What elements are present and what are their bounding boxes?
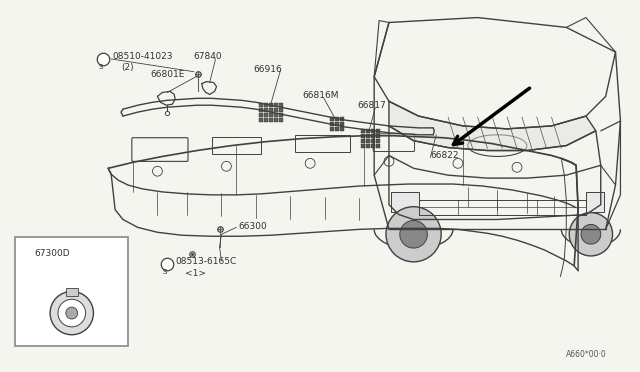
Bar: [278, 103, 283, 107]
Text: 67300D: 67300D: [35, 249, 70, 258]
Circle shape: [569, 212, 612, 256]
Bar: [330, 122, 334, 126]
Bar: [278, 113, 283, 117]
Bar: [259, 108, 263, 112]
Bar: [376, 129, 380, 133]
Circle shape: [50, 291, 93, 335]
Bar: [264, 108, 268, 112]
Text: (2): (2): [121, 63, 134, 72]
Text: S: S: [162, 269, 166, 275]
Bar: [371, 139, 375, 142]
Text: A660*00·0: A660*00·0: [566, 350, 607, 359]
Bar: [269, 103, 273, 107]
Bar: [371, 134, 375, 138]
Bar: [340, 127, 344, 131]
Bar: [274, 108, 278, 112]
Bar: [362, 144, 365, 148]
Bar: [376, 134, 380, 138]
Text: 66300: 66300: [238, 222, 267, 231]
Bar: [278, 108, 283, 112]
Bar: [330, 127, 334, 131]
Circle shape: [386, 207, 441, 262]
Circle shape: [581, 224, 601, 244]
Bar: [278, 118, 283, 122]
Bar: [366, 129, 370, 133]
Bar: [362, 139, 365, 142]
Bar: [366, 139, 370, 142]
Circle shape: [66, 307, 77, 319]
Bar: [269, 108, 273, 112]
Bar: [371, 129, 375, 133]
Bar: [15, 237, 128, 346]
Bar: [264, 118, 268, 122]
Bar: [376, 139, 380, 142]
Bar: [66, 288, 77, 296]
Bar: [274, 113, 278, 117]
Polygon shape: [389, 101, 596, 151]
Bar: [366, 134, 370, 138]
Text: 66816M: 66816M: [302, 92, 339, 100]
Text: 66801E: 66801E: [150, 70, 185, 79]
Bar: [391, 192, 419, 212]
Text: 66822: 66822: [430, 151, 459, 160]
Bar: [259, 118, 263, 122]
Bar: [335, 117, 339, 121]
Bar: [274, 118, 278, 122]
Bar: [335, 127, 339, 131]
Bar: [586, 192, 604, 212]
Bar: [362, 129, 365, 133]
Bar: [366, 144, 370, 148]
Bar: [269, 113, 273, 117]
Bar: [259, 103, 263, 107]
Bar: [296, 135, 349, 151]
Bar: [269, 118, 273, 122]
Bar: [362, 134, 365, 138]
Text: 08510-41023: 08510-41023: [112, 52, 173, 61]
Text: 67840: 67840: [193, 52, 221, 61]
Circle shape: [58, 299, 86, 327]
Text: 08513-6165C: 08513-6165C: [175, 257, 236, 266]
Text: <1>: <1>: [185, 269, 206, 278]
Bar: [274, 103, 278, 107]
Text: 66817: 66817: [357, 101, 386, 110]
Text: 66916: 66916: [253, 65, 282, 74]
Bar: [340, 122, 344, 126]
Circle shape: [400, 221, 428, 248]
Bar: [376, 144, 380, 148]
Bar: [264, 113, 268, 117]
Text: S: S: [98, 64, 102, 70]
Bar: [259, 113, 263, 117]
Bar: [335, 122, 339, 126]
Bar: [264, 103, 268, 107]
Bar: [340, 117, 344, 121]
Bar: [212, 137, 261, 154]
Bar: [371, 144, 375, 148]
Bar: [330, 117, 334, 121]
